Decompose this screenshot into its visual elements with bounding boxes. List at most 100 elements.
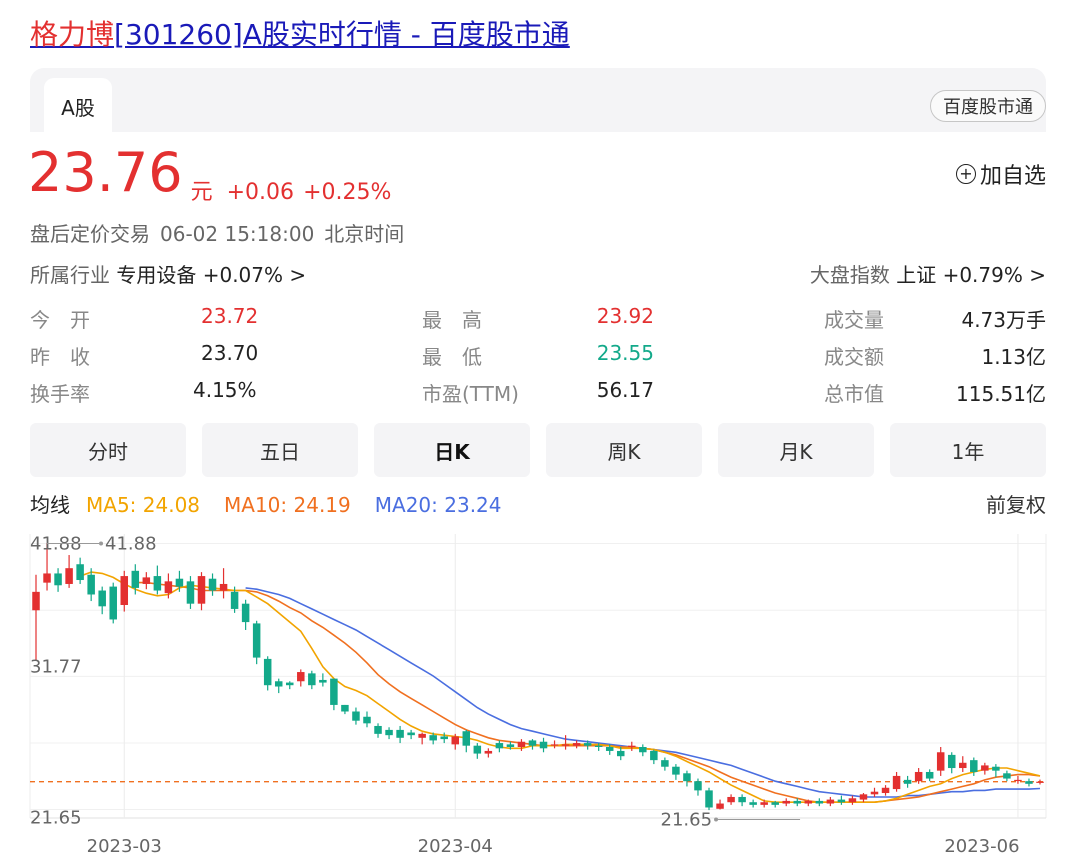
candle-body <box>385 729 393 736</box>
candle-body <box>330 678 338 705</box>
y-tick-label: 31.77 <box>30 656 82 677</box>
tab-weekly-k[interactable]: 周K <box>546 423 702 477</box>
industry-change: +0.07% <box>202 263 284 287</box>
open-label: 今 开 <box>30 308 90 332</box>
candle-body <box>771 802 779 805</box>
candle-body <box>440 736 448 740</box>
industry-label: 所属行业 <box>30 263 110 287</box>
candle-body <box>1003 773 1011 779</box>
pe-ttm-value: 56.17 <box>596 378 654 402</box>
tab-intraday[interactable]: 分时 <box>30 423 186 477</box>
market-index-label: 大盘指数 <box>809 263 890 287</box>
candle-body <box>528 740 537 746</box>
candle-body <box>197 576 206 604</box>
candle-body <box>539 741 548 749</box>
stats-grid: 今 开 23.72 最 高 23.92 成交量 4.73万手 昨 收 23.70… <box>30 304 1046 415</box>
candle-body <box>650 750 658 761</box>
candle-body <box>661 760 669 767</box>
turnover-amount-label: 成交额 <box>824 345 884 369</box>
trade-status: 盘后定价交易 06-02 15:18:00 北京时间 <box>30 218 414 247</box>
candle-body <box>959 762 967 769</box>
candle-body <box>374 725 382 734</box>
y-tick-label: 41.88 <box>30 533 82 554</box>
candle-body <box>109 586 117 620</box>
source-badge[interactable]: 百度股市通 <box>930 90 1046 122</box>
market-index-change: +0.79% <box>942 263 1023 287</box>
ma-label: 均线 <box>30 493 70 517</box>
candle-body <box>1025 781 1033 784</box>
stock-name[interactable]: 格力博 <box>30 18 115 51</box>
candle-body <box>308 673 316 686</box>
candle-body <box>716 803 724 809</box>
volume-value: 4.73万手 <box>961 308 1046 332</box>
candle-body <box>142 577 151 584</box>
candle-body <box>495 743 504 749</box>
candle-body <box>153 576 162 591</box>
tab-five-day[interactable]: 五日 <box>202 423 358 477</box>
candle-body <box>43 573 51 583</box>
pe-ttm-label: 市盈(TTM) <box>422 382 519 406</box>
adjust-selector[interactable]: 前复权 <box>986 493 1046 517</box>
stats-row: 昨 收 23.70 最 低 23.55 成交额 1.13亿 <box>30 341 1046 378</box>
ma-legend: 均线 MA5: 24.08 MA10: 24.19 MA20: 23.24 <box>30 489 526 518</box>
market-index-link[interactable]: 大盘指数 上证 +0.79% > <box>810 259 1046 288</box>
candle-body <box>992 766 1000 771</box>
candle-body <box>164 581 173 594</box>
candle-body <box>32 591 40 611</box>
status-timezone: 北京时间 <box>324 222 405 246</box>
x-tick-label: 2023-04 <box>418 836 493 857</box>
candle-body <box>936 752 945 771</box>
price-change: +0.06 <box>226 180 295 205</box>
min-annotation-label: 21.65 <box>661 809 713 830</box>
tab-one-year[interactable]: 1年 <box>890 423 1046 477</box>
turnover-rate-label: 换手率 <box>30 382 90 406</box>
ma20-legend: MA20: 23.24 <box>374 493 502 517</box>
candle-body <box>947 754 956 769</box>
candle-body <box>65 568 73 584</box>
candle-body <box>451 736 460 745</box>
low-label: 最 低 <box>422 345 482 369</box>
candle-body <box>175 578 184 587</box>
tab-monthly-k[interactable]: 月K <box>718 423 874 477</box>
candle-body <box>892 775 901 790</box>
candle-body <box>263 658 272 686</box>
price-unit: 元 <box>190 180 213 205</box>
candle-body <box>881 787 890 794</box>
open-value: 23.72 <box>201 304 259 328</box>
candle-body <box>793 800 802 804</box>
current-price: 23.76 <box>28 141 183 204</box>
price-row: 23.76 元 +0.06 +0.25% <box>28 140 391 206</box>
candle-body <box>120 576 129 605</box>
candle-body <box>396 729 404 738</box>
candle-body <box>352 711 360 721</box>
period-tabs: 分时 五日 日K 周K 月K 1年 <box>30 423 1046 477</box>
candle-body <box>506 744 515 747</box>
page-title-link[interactable]: 格力博[301260]A股实时行情 - 百度股市通 <box>30 14 570 56</box>
ma20-line <box>245 587 1041 798</box>
candle-body <box>87 574 95 595</box>
max-annotation-dot <box>99 541 104 546</box>
high-label: 最 高 <box>422 308 482 332</box>
candle-body <box>1014 779 1022 782</box>
candle-body <box>418 733 426 738</box>
candle-body <box>815 800 824 804</box>
candle-body <box>782 800 790 804</box>
header-card <box>30 68 1046 132</box>
x-tick-label: 2023-06 <box>944 836 1019 857</box>
candle-body <box>550 744 559 746</box>
status-label: 盘后定价交易 <box>30 222 150 246</box>
tab-daily-k[interactable]: 日K <box>374 423 530 477</box>
candle-body <box>925 771 934 779</box>
candle-body <box>561 744 570 746</box>
industry-link[interactable]: 所属行业 专用设备 +0.07% > <box>30 259 306 288</box>
candle-body <box>252 623 261 658</box>
tab-a-share[interactable]: A股 <box>44 78 112 134</box>
plus-circle-icon: + <box>955 164 976 184</box>
candle-body <box>749 802 757 805</box>
page-title-rest[interactable]: [301260]A股实时行情 - 百度股市通 <box>114 18 570 51</box>
candle-body <box>319 679 327 683</box>
candle-body <box>760 802 768 805</box>
candle-body <box>517 741 526 747</box>
add-watchlist-button[interactable]: + 加自选 <box>955 158 1046 190</box>
